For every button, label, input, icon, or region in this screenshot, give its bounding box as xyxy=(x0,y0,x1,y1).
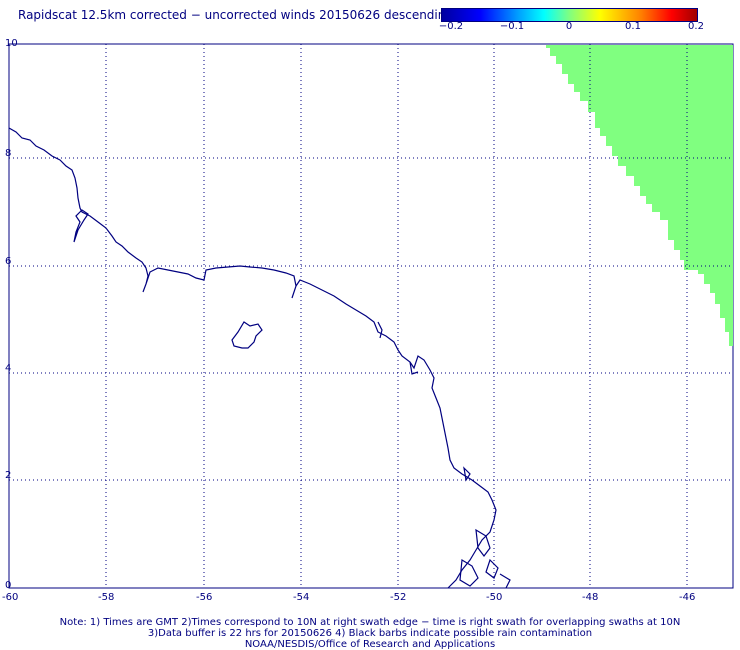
wind-swath xyxy=(546,45,733,346)
map-title: Rapidscat 12.5km corrected − uncorrected… xyxy=(18,8,453,22)
island xyxy=(231,321,263,349)
y-tick-label: 10 xyxy=(5,38,18,49)
x-tick-label: -56 xyxy=(196,592,213,603)
y-tick-label: 4 xyxy=(5,363,12,374)
grid-lines xyxy=(9,44,733,588)
coastline xyxy=(8,127,511,589)
x-tick-label: -46 xyxy=(679,592,696,603)
note-line: 3)Data buffer is 22 hrs for 20150626 4) … xyxy=(147,628,593,639)
y-tick-label: 6 xyxy=(5,256,12,267)
x-tick-label: -54 xyxy=(293,592,310,603)
x-tick-label: -60 xyxy=(2,592,19,603)
map-notes: Note: 1) Times are GMT 2)Times correspon… xyxy=(0,617,740,650)
colorbar-tick: 0 xyxy=(565,21,573,32)
colorbar xyxy=(441,8,698,22)
colorbar-tick: −0.2 xyxy=(438,21,464,32)
x-tick-label: -52 xyxy=(390,592,407,603)
colorbar-tick: 0.1 xyxy=(625,21,641,32)
wind-swath-cell xyxy=(722,239,732,249)
colorbar-tick: −0.1 xyxy=(499,21,525,32)
x-tick-label: -50 xyxy=(486,592,503,603)
y-tick-label: 0 xyxy=(5,580,12,591)
y-tick-label: 8 xyxy=(5,148,12,159)
x-tick-label: -48 xyxy=(582,592,599,603)
note-line: NOAA/NESDIS/Office of Research and Appli… xyxy=(244,639,496,650)
y-tick-label: 2 xyxy=(5,470,12,481)
x-tick-label: -58 xyxy=(98,592,115,603)
colorbar-tick: 0.2 xyxy=(688,21,704,32)
note-line: Note: 1) Times are GMT 2)Times correspon… xyxy=(59,617,681,628)
